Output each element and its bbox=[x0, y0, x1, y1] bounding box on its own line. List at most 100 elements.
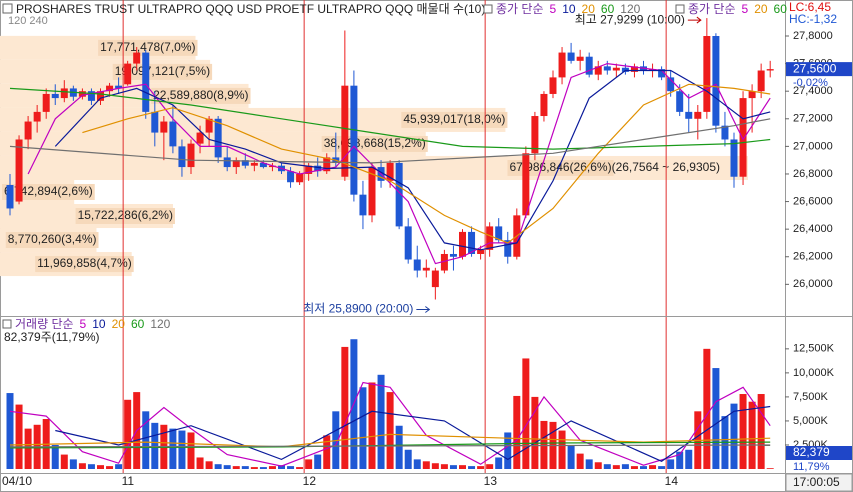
volume-bar bbox=[422, 461, 430, 469]
legend-label: 종가 단순 bbox=[688, 2, 736, 16]
ma-line bbox=[9, 444, 771, 448]
volume-bar bbox=[97, 465, 104, 469]
volume-bar bbox=[522, 358, 530, 469]
volume-bar bbox=[576, 453, 584, 469]
volume-profile-label-bg bbox=[151, 87, 251, 104]
candle-body bbox=[314, 165, 322, 172]
candle-body bbox=[106, 85, 114, 92]
volume-bar bbox=[205, 461, 213, 469]
ma-line bbox=[9, 87, 771, 150]
last-value-box bbox=[786, 62, 852, 77]
volume-bar bbox=[51, 444, 59, 469]
volume-bar bbox=[612, 465, 620, 469]
volume-bar bbox=[15, 404, 23, 469]
candle-body bbox=[160, 121, 168, 133]
volume-profile-label: 67,986,846(26,6%)(26,7564 ~ 26,9305) bbox=[510, 160, 721, 174]
title-icon bbox=[2, 3, 13, 14]
volume-bar bbox=[712, 368, 720, 469]
time-box bbox=[785, 473, 853, 492]
volume-bar bbox=[468, 466, 476, 469]
candle-body bbox=[748, 91, 756, 99]
candle-body bbox=[757, 70, 765, 92]
volume-bar bbox=[151, 422, 159, 469]
volume-profile-label-bg bbox=[507, 159, 614, 176]
volume-bar bbox=[305, 459, 313, 469]
candle-body bbox=[685, 111, 693, 119]
volume-bar bbox=[676, 451, 684, 469]
volume-bar bbox=[341, 346, 349, 469]
time-label: 17:00:05 bbox=[793, 475, 840, 489]
candle-body bbox=[133, 52, 141, 64]
volume-bar bbox=[531, 396, 539, 469]
candle-body bbox=[603, 66, 611, 71]
x-tick-label: 12 bbox=[303, 474, 317, 488]
candle-body bbox=[60, 88, 68, 99]
volume-bar bbox=[567, 445, 575, 469]
candle-body bbox=[97, 91, 104, 101]
volume-bar bbox=[513, 395, 521, 469]
candle-body bbox=[721, 125, 729, 140]
high-label: 최고 27,9299 (10:00) bbox=[575, 12, 685, 26]
chart-title: PROSHARES TRUST ULTRAPRO QQQ USD PROETF … bbox=[16, 2, 485, 16]
volume-bar bbox=[504, 432, 512, 469]
volume-bar bbox=[685, 449, 693, 469]
volume-bar bbox=[640, 466, 647, 469]
candle-body bbox=[368, 167, 376, 216]
y-tick-label: 7,500K bbox=[793, 391, 829, 403]
candle-body bbox=[766, 69, 774, 71]
volume-profile-label-bg bbox=[401, 111, 508, 128]
y-tick-label: 27,8000 bbox=[793, 30, 833, 42]
last-value: 82,379 bbox=[793, 445, 830, 459]
candle-body bbox=[540, 93, 548, 117]
candle-body bbox=[477, 249, 485, 254]
y-tick-label: 27,0000 bbox=[793, 140, 833, 152]
candle-body bbox=[287, 171, 295, 183]
candle-body bbox=[694, 111, 702, 119]
legend-label: 10 bbox=[562, 2, 576, 16]
candle-body bbox=[142, 52, 150, 112]
x-tick-label: 13 bbox=[484, 474, 498, 488]
low-label: 최저 25,8900 (20:00) bbox=[303, 302, 413, 316]
y-tick-label: 26,8000 bbox=[793, 168, 833, 180]
volume-bar bbox=[78, 463, 86, 469]
candle-body bbox=[223, 157, 231, 168]
volume-bar bbox=[630, 466, 638, 469]
ma-line bbox=[82, 83, 771, 244]
y-tick-label: 27,4000 bbox=[793, 85, 833, 97]
volume-profile-value: 17,771,478(7,0%) bbox=[100, 40, 195, 54]
volume-profile-label-bg bbox=[35, 256, 134, 273]
volume-bar bbox=[259, 467, 267, 469]
candle-body bbox=[730, 139, 738, 177]
legend-label: 60 bbox=[601, 2, 615, 16]
volume-profile-label: 38,698,668(15,2%) bbox=[324, 136, 426, 150]
y-tick-label: 26,6000 bbox=[793, 195, 833, 207]
candle-body bbox=[323, 157, 331, 172]
volume-bar bbox=[359, 387, 367, 469]
volume-bar bbox=[223, 465, 231, 469]
high-arrow bbox=[687, 16, 702, 24]
volume-profile-label: 45,939,017(18,0%) bbox=[403, 112, 505, 126]
candle-body bbox=[621, 67, 629, 72]
candle-body bbox=[296, 173, 304, 183]
candle-body bbox=[305, 165, 313, 174]
volume-bar bbox=[703, 348, 711, 469]
candle-body bbox=[712, 36, 720, 126]
volume-bar bbox=[730, 403, 738, 469]
volume-profile-value: 6,742,894(2,6%) bbox=[4, 184, 93, 198]
volume-bar bbox=[142, 411, 150, 469]
y-tick-label: 5,000K bbox=[793, 415, 829, 427]
volume-bar bbox=[386, 392, 394, 469]
candle-body bbox=[124, 63, 132, 85]
candle-body bbox=[178, 146, 186, 168]
candle-body bbox=[422, 267, 430, 271]
legend-label: 5 bbox=[550, 2, 557, 16]
candle-body bbox=[205, 118, 213, 133]
legend-label: 5 bbox=[80, 317, 87, 331]
y-tick-label: 26,4000 bbox=[793, 223, 833, 235]
volume-profile: 11,969,858(4,7%) 8,770,260(3,4%) 15,722,28… bbox=[0, 35, 748, 277]
volume-bar bbox=[766, 468, 774, 469]
candle-body bbox=[468, 231, 476, 254]
candle-body bbox=[459, 231, 466, 257]
